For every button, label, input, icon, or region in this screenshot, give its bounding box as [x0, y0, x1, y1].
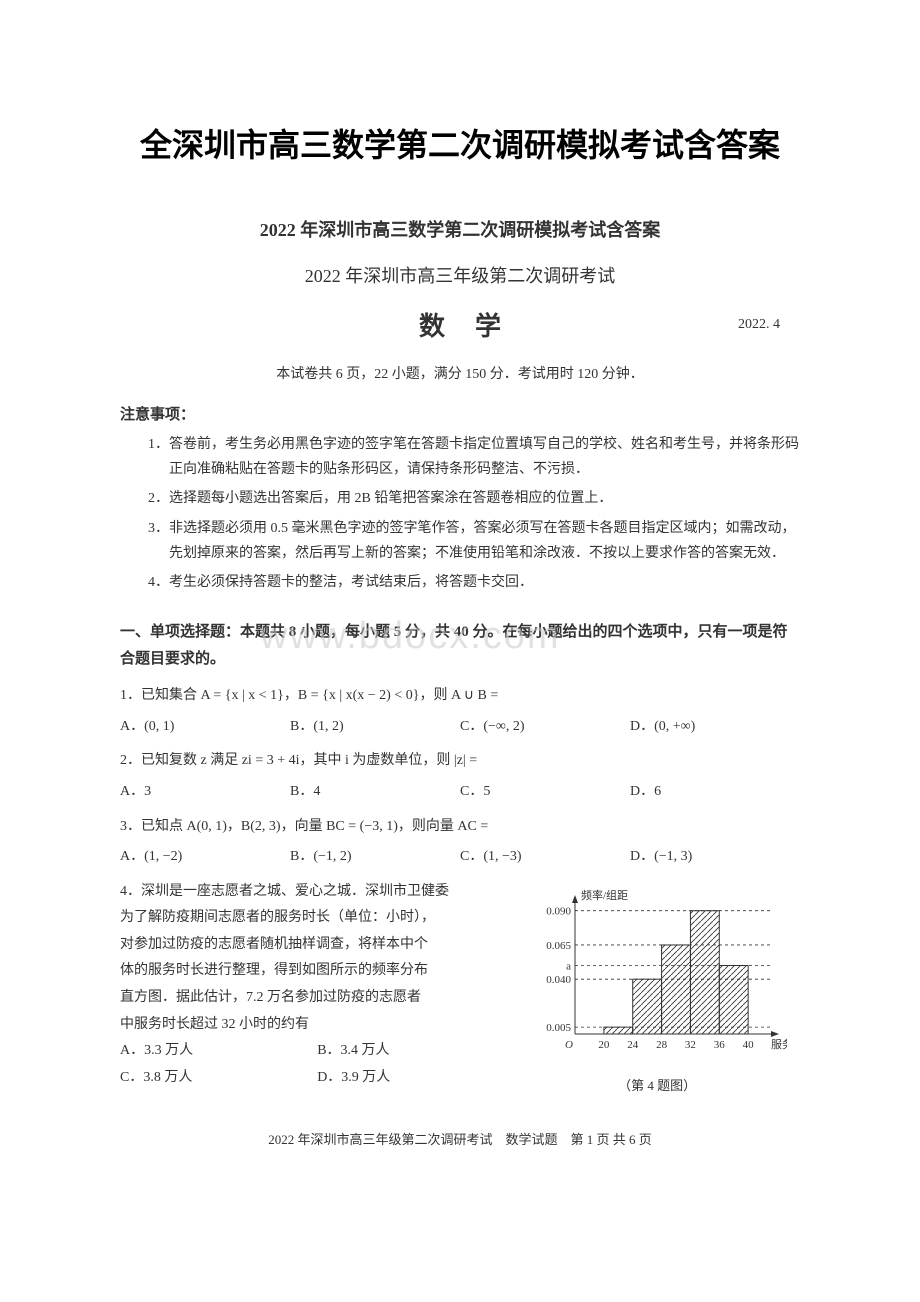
svg-text:20: 20 — [599, 1039, 611, 1051]
q2-choice-b: B．4 — [290, 779, 460, 806]
svg-text:0.090: 0.090 — [546, 905, 571, 917]
q4-line: 对参加过防疫的志愿者随机抽样调查，将样本中个 — [120, 932, 514, 959]
q1-choice-c: C．(−∞, 2) — [460, 714, 630, 741]
q4-text: 4．深圳是一座志愿者之城、爱心之城．深圳市卫健委 为了解防疫期间志愿者的服务时长… — [120, 879, 514, 1092]
question-3: 3．已知点 A(0, 1)，B(2, 3)，向量 BC = (−3, 1)，则向… — [120, 814, 800, 871]
q1-choice-b: B．(1, 2) — [290, 714, 460, 741]
q2-stem: 2．已知复数 z 满足 zi = 3 + 4i，其中 i 为虚数单位，则 |z|… — [120, 748, 800, 775]
svg-text:0.065: 0.065 — [546, 940, 571, 952]
svg-text:40: 40 — [743, 1039, 755, 1051]
svg-text:0.005: 0.005 — [546, 1022, 571, 1034]
question-1: 1．已知集合 A = {x | x < 1}，B = {x | x(x − 2)… — [120, 683, 800, 740]
svg-text:服务时长: 服务时长 — [771, 1038, 787, 1051]
q3-choice-a: A．(1, −2) — [120, 844, 290, 871]
svg-text:频率/组距: 频率/组距 — [581, 888, 628, 902]
page-footer: 2022 年深圳市高三年级第二次调研考试 数学试题 第 1 页 共 6 页 — [120, 1129, 800, 1148]
question-4: 4．深圳是一座志愿者之城、爱心之城．深圳市卫健委 为了解防疫期间志愿者的服务时长… — [120, 879, 800, 1099]
main-title: 全深圳市高三数学第二次调研模拟考试含答案 — [120, 120, 800, 166]
q4-chart: 0.005 0.040 a 0.065 0.090 频率/组距 20 24 28 32 36 40 O 服… — [514, 879, 800, 1099]
svg-text:O: O — [565, 1039, 573, 1051]
svg-text:a: a — [566, 960, 571, 972]
q1-choice-d: D．(0, +∞) — [630, 714, 800, 741]
question-2: 2．已知复数 z 满足 zi = 3 + 4i，其中 i 为虚数单位，则 |z|… — [120, 748, 800, 805]
q4-line: 直方图．据此估计，7.2 万名参加过防疫的志愿者 — [120, 985, 514, 1012]
q1-stem: 1．已知集合 A = {x | x < 1}，B = {x | x(x − 2)… — [120, 683, 800, 710]
q3-choice-c: C．(1, −3) — [460, 844, 630, 871]
note-item: 1．答卷前，考生务必用黑色字迹的签字笔在答题卡指定位置填写自己的学校、姓名和考生… — [148, 432, 800, 482]
q1-choices: A．(0, 1) B．(1, 2) C．(−∞, 2) D．(0, +∞) — [120, 714, 800, 741]
q4-choice-d: D．3.9 万人 — [317, 1065, 514, 1092]
q2-choice-c: C．5 — [460, 779, 630, 806]
q4-line: 为了解防疫期间志愿者的服务时长（单位：小时）， — [120, 905, 514, 932]
sub-title: 2022 年深圳市高三数学第二次调研模拟考试含答案 — [120, 216, 800, 242]
q3-stem: 3．已知点 A(0, 1)，B(2, 3)，向量 BC = (−3, 1)，则向… — [120, 814, 800, 841]
paper-info: 本试卷共 6 页，22 小题，满分 150 分．考试用时 120 分钟． — [120, 363, 800, 383]
q4-line: 体的服务时长进行整理，得到如图所示的频率分布 — [120, 958, 514, 985]
exam-header: 2022 年深圳市高三年级第二次调研考试 — [120, 262, 800, 288]
svg-text:36: 36 — [714, 1039, 726, 1051]
exam-page: 全深圳市高三数学第二次调研模拟考试含答案 2022 年深圳市高三数学第二次调研模… — [0, 0, 920, 1208]
subject-row: 数学 2022. 4 — [120, 306, 800, 343]
note-item: 4．考生必须保持答题卡的整洁，考试结束后，将答题卡交回． — [148, 570, 800, 595]
subject-title: 数学 — [389, 306, 531, 343]
svg-text:24: 24 — [627, 1039, 639, 1051]
q4-choice-a: A．3.3 万人 — [120, 1038, 317, 1065]
notes-list: 1．答卷前，考生务必用黑色字迹的签字笔在答题卡指定位置填写自己的学校、姓名和考生… — [148, 432, 800, 595]
svg-text:28: 28 — [656, 1039, 668, 1051]
notes-title: 注意事项： — [120, 403, 800, 424]
svg-text:0.040: 0.040 — [546, 974, 571, 986]
q3-choice-d: D．(−1, 3) — [630, 844, 800, 871]
q3-choices: A．(1, −2) B．(−1, 2) C．(1, −3) D．(−1, 3) — [120, 844, 800, 871]
q4-chart-caption: （第 4 题图） — [514, 1074, 800, 1099]
q1-choice-a: A．(0, 1) — [120, 714, 290, 741]
note-item: 2．选择题每小题选出答案后，用 2B 铅笔把答案涂在答题卷相应的位置上． — [148, 486, 800, 511]
q4-choice-c: C．3.8 万人 — [120, 1065, 317, 1092]
q4-line: 中服务时长超过 32 小时的约有 — [120, 1012, 514, 1039]
section-one-title: 一、单项选择题：本题共 8 小题，每小题 5 分，共 40 分。在每小题给出的四… — [120, 619, 800, 673]
note-item: 3．非选择题必须用 0.5 毫米黑色字迹的签字笔作答，答案必须写在答题卡各题目指… — [148, 516, 800, 566]
svg-text:32: 32 — [685, 1039, 696, 1051]
q4-choices-row2: C．3.8 万人 D．3.9 万人 — [120, 1065, 514, 1092]
q2-choice-a: A．3 — [120, 779, 290, 806]
histogram-svg: 0.005 0.040 a 0.065 0.090 频率/组距 20 24 28 32 36 40 O 服… — [527, 885, 787, 1060]
q2-choice-d: D．6 — [630, 779, 800, 806]
q4-line: 4．深圳是一座志愿者之城、爱心之城．深圳市卫健委 — [120, 879, 514, 906]
q4-choices-row1: A．3.3 万人 B．3.4 万人 — [120, 1038, 514, 1065]
exam-date: 2022. 4 — [738, 317, 780, 333]
q2-choices: A．3 B．4 C．5 D．6 — [120, 779, 800, 806]
q3-choice-b: B．(−1, 2) — [290, 844, 460, 871]
q4-choice-b: B．3.4 万人 — [317, 1038, 514, 1065]
